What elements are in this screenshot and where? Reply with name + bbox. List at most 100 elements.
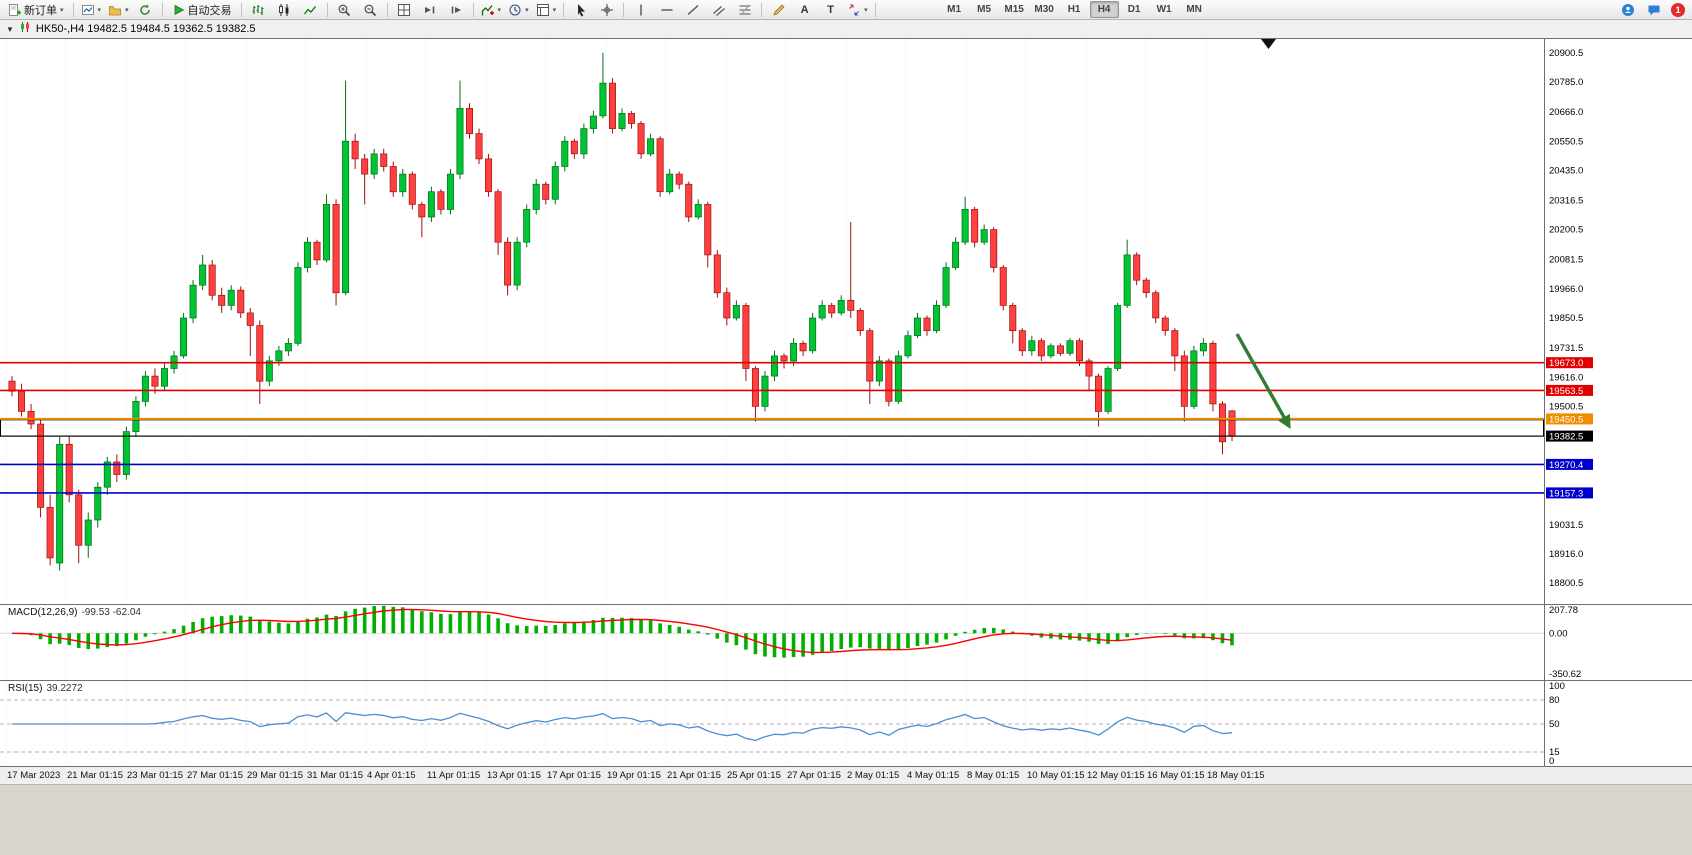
time-axis[interactable]: 17 Mar 2023 21 Mar 01:15 23 Mar 01:15 27 Ma… [0,766,1692,785]
window-menu-icon[interactable]: ▼ [6,24,14,34]
time-label: 18 May 01:15 [1207,770,1265,781]
macd-panel[interactable]: 207.78 0.00 -350.62 MACD(12,26,9) -99.53 -6… [0,604,1692,680]
new-order-icon [8,3,22,17]
crosshair-button[interactable] [594,0,619,19]
tile-windows-button[interactable] [392,0,417,19]
svg-text:18800.5: 18800.5 [1549,578,1583,589]
time-label: 31 Mar 01:15 [307,770,363,781]
pencil-icon [772,3,786,17]
periods-button[interactable]: ▾ [505,0,532,19]
macd-label: MACD(12,26,9) -99.53 -62.04 [8,607,141,618]
svg-text:207.78: 207.78 [1549,605,1578,616]
notification-badge[interactable]: 1 [1671,2,1685,17]
rsi-panel[interactable]: 100 80 50 15 0 RSI(15) 39.2272 [0,680,1692,767]
rsi-label: RSI(15) 39.2272 [8,683,83,694]
text-label-tool-button[interactable]: T [818,0,843,19]
time-label: 11 Apr 01:15 [427,770,481,781]
autotrading-button[interactable]: 自动交易 [167,0,237,19]
svg-text:19616.0: 19616.0 [1549,372,1583,383]
cursor-button[interactable] [568,0,593,19]
timeframe-h4[interactable]: H4 [1089,1,1119,18]
chevron-down-icon: ▾ [60,6,64,14]
macd-svg[interactable]: 207.78 0.00 -350.62 [0,604,1692,680]
horizontal-line-icon [660,3,674,17]
channel-button[interactable] [706,0,731,19]
separator [472,2,474,17]
svg-text:19270.4: 19270.4 [1549,460,1583,471]
chevron-down-icon: ▾ [864,6,868,14]
rsi-guide-levels [0,699,1544,753]
svg-text:20081.5: 20081.5 [1549,255,1583,266]
new-chart-button[interactable]: ▾ [78,0,105,19]
separator [761,2,763,17]
timeframe-h1[interactable]: H1 [1067,4,1081,15]
vertical-line-button[interactable] [628,0,653,19]
line-chart-icon [303,3,317,17]
zoom-in-button[interactable] [332,0,357,19]
svg-text:19731.5: 19731.5 [1549,343,1583,354]
chat-button[interactable] [1641,0,1666,19]
candlestick-icon [277,3,291,17]
svg-text:20435.0: 20435.0 [1549,166,1583,177]
new-order-button[interactable]: 新订单 ▾ [3,0,69,19]
svg-text:20900.5: 20900.5 [1549,48,1583,59]
candlestick-chart-button[interactable] [272,0,297,19]
auto-scroll-button[interactable] [418,0,443,19]
separator [161,2,163,17]
timeframe-m15[interactable]: M15 [1004,4,1024,15]
channel-icon [712,3,726,17]
svg-text:19966.0: 19966.0 [1549,284,1583,295]
svg-text:-350.62: -350.62 [1549,669,1581,680]
ohlc-readout: 19482.5 19484.5 19362.5 19382.5 [87,23,256,35]
horizontal-levels[interactable] [0,361,1544,494]
svg-text:0.00: 0.00 [1549,628,1568,639]
separator [623,2,625,17]
indicators-icon [481,3,495,17]
horizontal-line-button[interactable] [654,0,679,19]
zoom-out-icon [363,3,377,17]
templates-button[interactable]: ▾ [533,0,560,19]
time-label: 27 Mar 01:15 [187,770,243,781]
timeframe-d1[interactable]: D1 [1127,4,1141,15]
text-tool-button[interactable]: A [792,0,817,19]
time-label: 19 Apr 01:15 [607,770,661,781]
timeframe-m30[interactable]: M30 [1034,4,1054,15]
chart-shift-icon [449,3,463,17]
zoom-out-button[interactable] [358,0,383,19]
bar-chart-button[interactable] [246,0,271,19]
line-chart-button[interactable] [298,0,323,19]
rectangle-zone[interactable] [0,419,1544,437]
chart-title-bar[interactable]: ▼ HK50-,H4 19482.5 19484.5 19362.5 19382… [0,20,1692,38]
price-chart-svg[interactable]: 20900.5 20785.0 20666.0 20550.5 20435.0 20316… [0,38,1692,604]
draw-shapes-button[interactable] [766,0,791,19]
arrow-tools-button[interactable]: ▾ [844,0,871,19]
svg-text:19563.5: 19563.5 [1549,386,1583,397]
profiles-button[interactable]: ▾ [105,0,132,19]
time-label: 8 May 01:15 [967,770,1020,781]
auto-scroll-icon [423,3,437,17]
time-label: 17 Mar 2023 [7,770,61,781]
separator [563,2,565,17]
timeframe-w1[interactable]: W1 [1156,4,1172,15]
rsi-axis-labels: 100 80 50 150 [1549,681,1565,767]
chevron-down-icon: ▾ [125,6,129,14]
macd-values: -99.53 -62.04 [81,607,141,618]
rsi-svg[interactable]: 100 80 50 150 [0,680,1692,767]
timeframe-mn[interactable]: MN [1186,4,1202,15]
separator [72,2,74,17]
zoom-in-icon [337,3,351,17]
trendline-button[interactable] [680,0,705,19]
refresh-button[interactable] [133,0,158,19]
time-label: 21 Apr 01:15 [667,770,721,781]
timeframe-m1[interactable]: M1 [947,4,962,15]
timeframe-m5[interactable]: M5 [977,4,992,15]
indicators-button[interactable]: ▾ [478,0,505,19]
time-label: 16 May 01:15 [1147,770,1205,781]
community-button[interactable] [1615,0,1640,19]
chart-shift-marker[interactable] [1261,39,1276,49]
trend-arrow[interactable] [1235,333,1291,429]
profiles-folder-icon [108,3,122,17]
fibonacci-button[interactable] [732,0,757,19]
price-chart[interactable]: 20900.5 20785.0 20666.0 20550.5 20435.0 20316… [0,38,1692,604]
chart-shift-button[interactable] [444,0,469,19]
